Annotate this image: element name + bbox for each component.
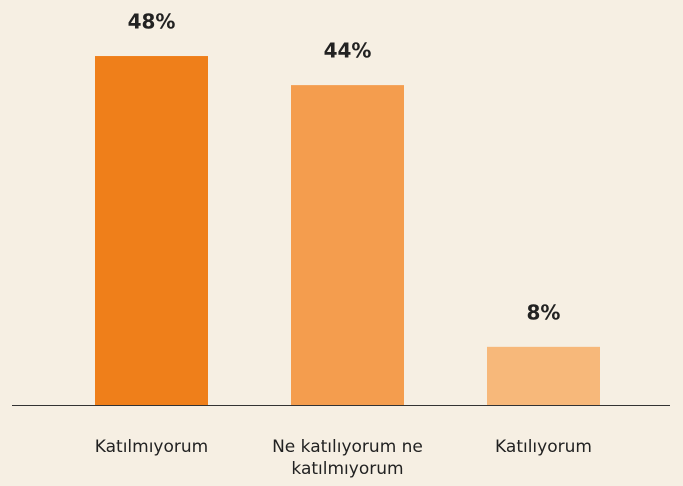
category-label: Katılıyorum [495, 437, 592, 457]
bar [487, 346, 600, 405]
value-label: 8% [527, 300, 561, 324]
bar [291, 85, 404, 406]
value-label: 44% [324, 39, 372, 63]
value-label: 48% [128, 10, 176, 34]
category-label: Ne katılıyorum ne katılmıyorum [272, 437, 423, 479]
category-label: Katılmıyorum [94, 437, 209, 457]
bar [95, 56, 208, 405]
